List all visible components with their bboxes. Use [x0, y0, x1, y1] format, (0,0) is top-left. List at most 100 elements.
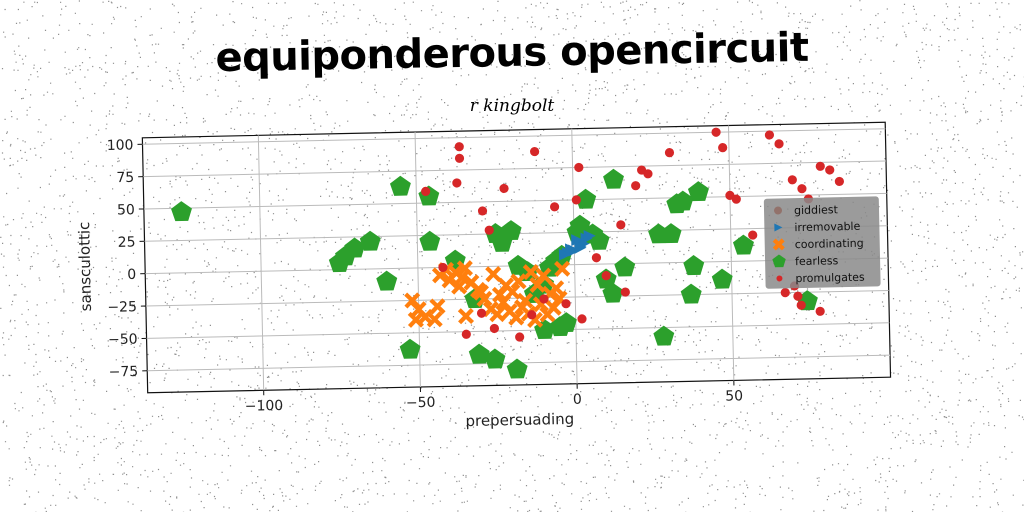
x-tick-label: −100	[245, 398, 284, 415]
coordinating-point	[456, 260, 474, 277]
y-tick-label: 25	[118, 234, 136, 250]
fearless-point	[602, 282, 624, 303]
fearless-point	[732, 234, 754, 255]
x-grid-line	[257, 135, 265, 391]
plot-frame	[141, 121, 892, 394]
promulgates-point	[574, 162, 584, 173]
promulgates-point	[515, 332, 525, 342]
legend-label-coordinating: coordinating	[795, 237, 864, 251]
legend-marker-coordinating	[772, 238, 785, 251]
y-grid-line	[142, 128, 886, 145]
y-tick-label: −25	[107, 299, 137, 316]
promulgates-point	[815, 161, 825, 171]
promulgates-point	[718, 143, 728, 153]
fearless-point	[419, 230, 441, 251]
fearless-point	[328, 252, 350, 273]
x-tick-label: 50	[725, 388, 743, 404]
promulgates-point	[764, 130, 775, 140]
promulgates-point	[452, 178, 462, 188]
irremovable-point	[583, 229, 596, 242]
fearless-point	[500, 220, 522, 241]
promulgates-point	[748, 230, 758, 240]
legend-marker-irremovable	[774, 223, 783, 232]
promulgates-point	[796, 300, 806, 310]
coordinating-point	[508, 309, 525, 326]
promulgates-point	[484, 225, 494, 235]
promulgates-point	[476, 308, 487, 318]
promulgates-point	[793, 291, 803, 301]
irremovable-point	[565, 243, 578, 256]
fearless-point	[603, 168, 624, 189]
y-axis-label: sansculottic	[75, 222, 95, 312]
irremovable-point	[558, 248, 571, 261]
legend-box	[763, 196, 881, 289]
promulgates-point	[461, 329, 471, 339]
promulgates-point	[477, 206, 488, 216]
promulgates-point	[499, 183, 509, 194]
fearless-point	[680, 283, 702, 304]
y-tick-label: 100	[107, 137, 134, 154]
tick-labels: −100 −50 0 50 −75 −50 −25 0 25 50 75 100	[107, 137, 744, 415]
x-grid-line	[571, 128, 578, 384]
coordinating-point	[407, 311, 424, 328]
irremovable-point	[574, 240, 587, 253]
irremovable-point	[571, 234, 584, 247]
coordinating-point	[517, 292, 534, 309]
promulgates-point	[616, 220, 626, 230]
fearless-point	[672, 190, 694, 211]
coordinating-point	[510, 273, 527, 290]
y-tick-label: −75	[109, 364, 139, 381]
fearless-point	[711, 268, 733, 289]
fearless-point	[653, 325, 675, 346]
promulgates-point	[780, 288, 790, 298]
legend-marker-fearless	[772, 254, 786, 268]
fearless-point	[484, 348, 506, 369]
x-tick-label: 0	[573, 392, 582, 408]
fearless-point	[506, 358, 528, 379]
legend-marker-giddiest	[774, 206, 783, 215]
fearless-point	[660, 223, 682, 244]
plot-area: −100 −50 0 50 −75 −50 −25 0 25 50 75 100 prepersuad…	[75, 121, 892, 430]
promulgates-point	[561, 299, 571, 309]
y-grid-line	[143, 192, 887, 210]
coordinating-point	[485, 266, 502, 283]
coordinating-point	[548, 280, 565, 297]
coordinating-point	[473, 284, 490, 301]
fearless-point	[376, 270, 398, 291]
chart-subtitle: r kingbolt	[469, 96, 555, 116]
promulgates-point	[527, 310, 537, 320]
y-tick-label: −50	[108, 332, 138, 349]
data-marks	[171, 127, 845, 379]
promulgates-point	[571, 195, 581, 205]
promulgates-point	[591, 253, 602, 263]
promulgates-point	[620, 287, 630, 297]
coordinating-point	[522, 263, 539, 281]
legend-label-irremovable: irremovable	[794, 220, 860, 234]
x-tick-label: −50	[406, 395, 436, 412]
promulgates-point	[438, 262, 448, 273]
fearless-point	[468, 343, 490, 364]
promulgates-point	[549, 202, 560, 212]
y-grid-line	[146, 322, 890, 339]
promulgates-point	[731, 194, 741, 204]
y-tick-label: 50	[117, 202, 135, 218]
coordinating-point	[504, 283, 521, 300]
x-grid-line	[414, 132, 421, 388]
fearless-point	[549, 316, 571, 337]
legend-label-fearless: fearless	[795, 254, 839, 268]
promulgates-point	[577, 314, 587, 324]
coordinating-point	[554, 260, 571, 277]
promulgates-point	[643, 169, 653, 179]
promulgates-point	[454, 142, 464, 152]
promulgates-point	[489, 323, 500, 334]
fearless-point	[687, 181, 709, 202]
promulgates-point	[631, 181, 641, 191]
promulgates-point	[601, 271, 611, 281]
x-axis-label: prepersuading	[465, 410, 574, 430]
promulgates-point	[664, 148, 675, 158]
fearless-point	[359, 230, 381, 251]
fearless-point	[588, 229, 610, 250]
promulgates-point	[797, 184, 807, 194]
fearless-point	[399, 338, 421, 359]
